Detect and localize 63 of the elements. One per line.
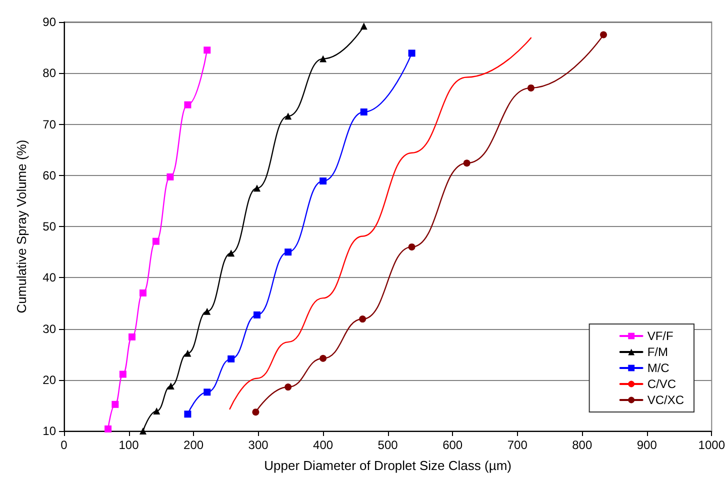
x-axis-title: Upper Diameter of Droplet Size Class (µm) [264, 458, 512, 473]
point [228, 250, 235, 257]
x-tick-label: 400 [313, 438, 334, 452]
point [252, 408, 260, 416]
point [360, 22, 368, 30]
point [104, 425, 112, 432]
x-tick-label: 0 [60, 438, 68, 452]
point [128, 333, 136, 340]
point [527, 84, 534, 92]
y-tick-label: 50 [42, 220, 56, 234]
point [166, 173, 174, 180]
x-tick-label: 100 [118, 438, 140, 452]
point [320, 55, 327, 62]
point [152, 238, 160, 245]
point [359, 316, 366, 323]
line-series [229, 37, 532, 410]
legend-label: F/M [647, 345, 668, 359]
y-axis-title: Cumulative Spray Volume (%) [14, 140, 29, 314]
point [463, 160, 470, 167]
point [320, 178, 327, 184]
legend-label: M/C [647, 361, 670, 375]
x-tick-label: 900 [636, 438, 658, 452]
point [112, 400, 119, 408]
x-tick-label: 800 [572, 438, 592, 452]
point [119, 370, 126, 378]
point [184, 410, 192, 418]
point [167, 382, 174, 390]
x-tick-label: 1000 [698, 438, 726, 452]
point [153, 408, 160, 415]
point [408, 243, 416, 250]
point [284, 384, 292, 391]
x-tick-label: 300 [248, 438, 269, 452]
legend-label: C/VC [647, 377, 676, 391]
point [600, 31, 607, 38]
x-tick-label: 500 [378, 438, 398, 452]
point [228, 355, 235, 362]
y-tick-label: 90 [42, 15, 56, 29]
point [184, 101, 192, 108]
point [360, 108, 368, 116]
y-tick-label: 80 [42, 66, 56, 80]
y-tick-label: 60 [42, 168, 56, 182]
point [204, 388, 211, 396]
point [254, 311, 260, 318]
legend-label: VC/XC [647, 393, 684, 407]
point [408, 50, 416, 57]
x-tick-label: 700 [507, 438, 528, 452]
point [184, 350, 192, 357]
x-tick-label: 600 [442, 438, 463, 452]
point [254, 184, 260, 192]
legend-label: VF/F [647, 329, 674, 343]
point [284, 112, 292, 120]
y-tick-label: 20 [42, 372, 56, 387]
point [320, 354, 327, 362]
point [140, 289, 147, 296]
y-tick-label: 40 [42, 270, 56, 285]
point [204, 308, 211, 315]
y-tick-label: 70 [42, 117, 56, 132]
y-tick-label: 10 [42, 424, 56, 438]
point [284, 248, 292, 256]
y-tick-label: 30 [42, 322, 56, 336]
point [140, 428, 147, 434]
point [204, 46, 211, 54]
x-tick-label: 200 [184, 438, 204, 452]
